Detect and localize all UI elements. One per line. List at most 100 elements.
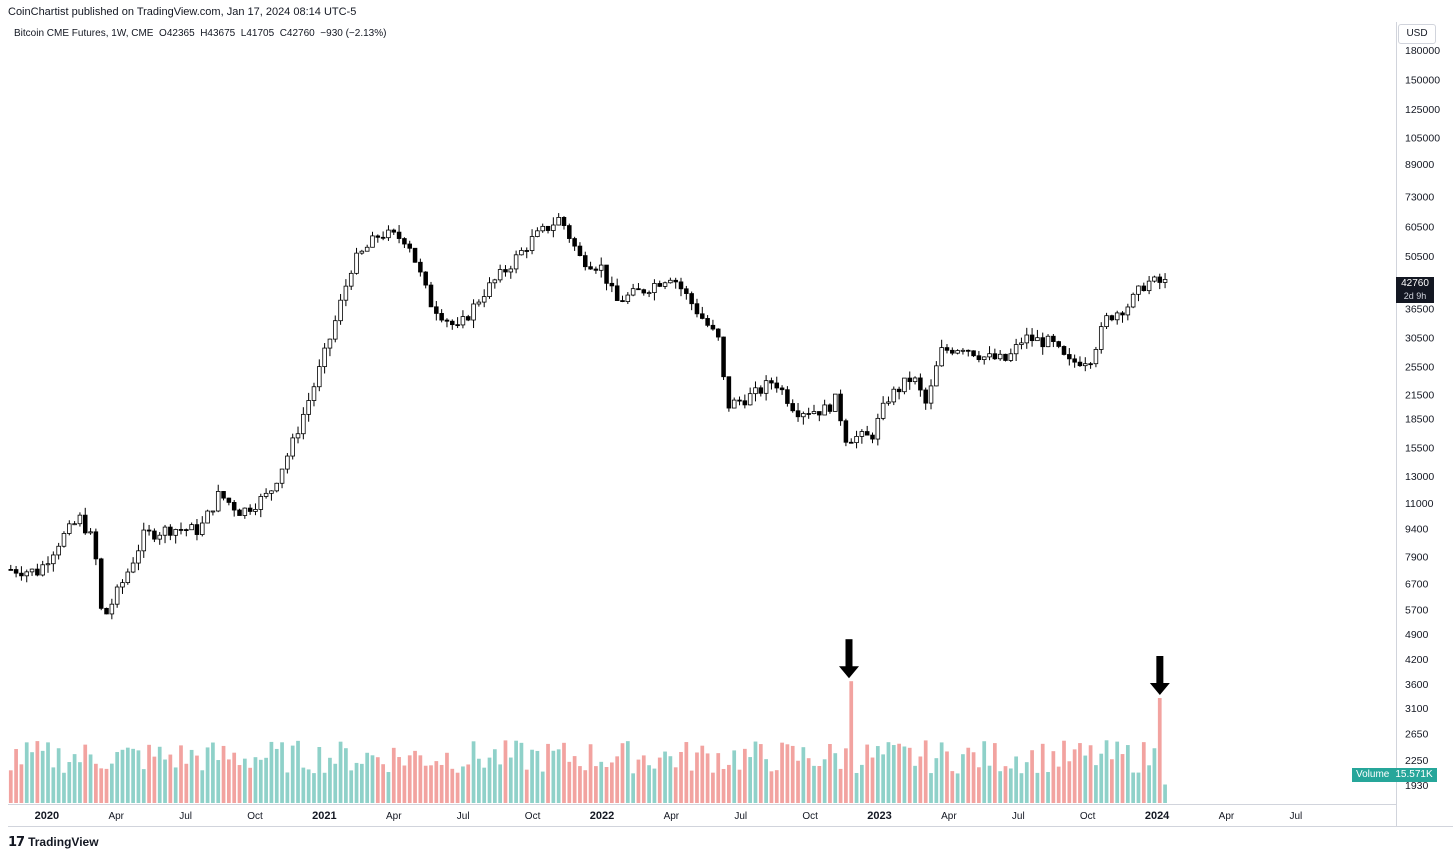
- time-tick-label: Apr: [108, 811, 124, 822]
- candle-body: [1061, 346, 1067, 355]
- volume-bar: [599, 761, 604, 803]
- candle-body: [886, 401, 891, 404]
- candle-body: [1088, 363, 1093, 366]
- volume-bar: [338, 741, 343, 803]
- price-tick-label: 4200: [1405, 654, 1429, 666]
- volume-bar: [535, 750, 540, 803]
- volume-bar: [328, 757, 332, 803]
- time-tick-label: Apr: [941, 811, 957, 822]
- candle-body: [157, 534, 162, 540]
- candle-body: [705, 318, 710, 326]
- candle-body: [668, 279, 673, 284]
- tradingview-logo[interactable]: 𝟭𝟳 TradingView: [8, 834, 99, 850]
- candle-body: [386, 229, 391, 239]
- candle-body: [817, 411, 822, 416]
- volume-bar: [1088, 745, 1093, 803]
- candle-body: [77, 514, 83, 525]
- volume-bar: [322, 772, 327, 803]
- candle-body: [72, 523, 77, 526]
- volume-bar: [609, 762, 614, 803]
- candle-body: [1003, 353, 1008, 361]
- volume-bar: [285, 772, 290, 803]
- volume-bar: [104, 768, 109, 803]
- ohlc-values: O42365 H43675 L41705 C42760 −930 (−2.13%…: [159, 28, 387, 39]
- volume-bar: [1099, 753, 1104, 803]
- volume-bar: [471, 741, 476, 803]
- volume-bar: [391, 747, 396, 803]
- candle-body: [253, 509, 258, 512]
- volume-bar: [625, 741, 630, 803]
- volume-bar: [567, 761, 572, 803]
- bar-countdown: 2d 9h: [1403, 291, 1427, 301]
- candle-body: [13, 569, 19, 574]
- candle-body: [950, 349, 955, 354]
- currency-button[interactable]: USD: [1398, 24, 1436, 44]
- volume-bar: [200, 770, 205, 803]
- candle-body: [609, 282, 615, 287]
- volume-legend-label: Volume 15.571K: [1352, 768, 1437, 782]
- volume-bar: [375, 757, 380, 803]
- volume-bar: [950, 771, 955, 803]
- volume-bar: [1062, 740, 1066, 803]
- volume-bar: [72, 754, 77, 803]
- volume-bar: [450, 768, 455, 803]
- candle-body: [88, 531, 93, 534]
- candle-body: [657, 283, 662, 287]
- last-price-label: 42760 2d 9h: [1396, 277, 1434, 303]
- candle-body: [864, 431, 870, 436]
- volume-bar: [67, 762, 72, 803]
- volume-bar: [631, 773, 635, 803]
- candle-body: [258, 496, 264, 510]
- volume-bar: [838, 768, 843, 803]
- volume-bar: [540, 771, 545, 803]
- candle-body: [801, 413, 806, 418]
- candle-body: [1157, 276, 1163, 283]
- candle-body: [450, 320, 455, 326]
- time-tick-label: Jul: [457, 811, 470, 822]
- volume-bar: [232, 752, 237, 803]
- volume-bar: [870, 757, 875, 803]
- candle-body: [572, 238, 577, 247]
- volume-bar: [620, 743, 625, 803]
- candle-body: [955, 350, 960, 354]
- volume-bar: [487, 757, 492, 803]
- candle-body: [263, 492, 269, 497]
- volume-bar: [1072, 749, 1077, 803]
- candle-body: [843, 420, 849, 443]
- candle-body: [795, 410, 801, 418]
- price-tick-label: 5700: [1405, 605, 1429, 617]
- candle-body: [1093, 349, 1099, 365]
- volume-bar: [812, 765, 816, 803]
- candle-body: [731, 399, 737, 409]
- volume-bar: [189, 749, 194, 803]
- candle-body: [870, 434, 875, 440]
- candle-body: [114, 586, 120, 605]
- volume-bar: [242, 758, 247, 803]
- volume-bar: [1030, 750, 1034, 803]
- candle-body: [583, 255, 588, 268]
- candle-body: [923, 389, 928, 404]
- price-tick-label: 73000: [1405, 191, 1434, 203]
- candle-body: [465, 316, 471, 321]
- price-tick-label: 105000: [1405, 132, 1440, 144]
- candle-body: [194, 524, 200, 535]
- candle-body: [1141, 285, 1147, 292]
- volume-bar: [1024, 762, 1029, 803]
- arrow-shaft: [845, 639, 853, 670]
- candle-body: [880, 402, 886, 419]
- volume-bar: [647, 765, 651, 803]
- price-axis-divider: [1396, 22, 1397, 827]
- volume-bar: [508, 757, 513, 803]
- volume-bar: [125, 747, 130, 803]
- time-tick-label: Oct: [802, 811, 818, 822]
- volume-bar: [977, 767, 981, 803]
- time-tick-label: Jul: [1289, 811, 1302, 822]
- volume-bar: [306, 769, 311, 803]
- volume-bar: [1141, 742, 1146, 803]
- volume-bar: [987, 765, 992, 803]
- volume-bar: [785, 744, 790, 803]
- volume-bar: [1157, 698, 1162, 803]
- candle-body: [231, 502, 237, 511]
- volume-bar: [455, 772, 460, 803]
